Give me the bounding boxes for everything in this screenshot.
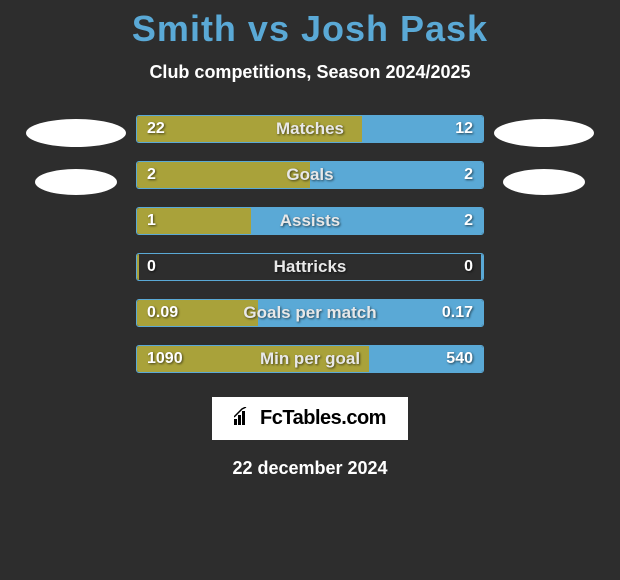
stat-label: Goals per match	[137, 300, 483, 326]
stat-row: 12Assists	[136, 207, 484, 235]
stat-row: 1090540Min per goal	[136, 345, 484, 373]
stat-label: Min per goal	[137, 346, 483, 372]
stat-row: 0.090.17Goals per match	[136, 299, 484, 327]
logo-text: FcTables.com	[260, 407, 386, 430]
stat-row: 2212Matches	[136, 115, 484, 143]
stats-area: 2212Matches 22Goals 12Assists 00Hattricks 0.…	[0, 115, 620, 373]
player-left-avatar-2	[35, 169, 117, 195]
right-avatar-column	[484, 115, 604, 217]
stat-bars-column: 2212Matches 22Goals 12Assists 00Hattricks 0.…	[136, 115, 484, 373]
stat-label: Matches	[137, 116, 483, 142]
date: 22 december 2024	[232, 458, 387, 479]
stat-label: Hattricks	[137, 254, 483, 280]
comparison-infographic: Smith vs Josh Pask Club competitions, Se…	[0, 0, 620, 580]
stat-label: Goals	[137, 162, 483, 188]
player-left-avatar-1	[26, 119, 126, 147]
left-avatar-column	[16, 115, 136, 217]
player-right-avatar-1	[494, 119, 594, 147]
fctables-logo: FcTables.com	[212, 397, 408, 440]
title: Smith vs Josh Pask	[132, 8, 488, 50]
player-right-avatar-2	[503, 169, 585, 195]
stat-label: Assists	[137, 208, 483, 234]
stat-row: 22Goals	[136, 161, 484, 189]
chart-icon	[234, 407, 254, 430]
subtitle: Club competitions, Season 2024/2025	[149, 62, 470, 83]
stat-row: 00Hattricks	[136, 253, 484, 281]
